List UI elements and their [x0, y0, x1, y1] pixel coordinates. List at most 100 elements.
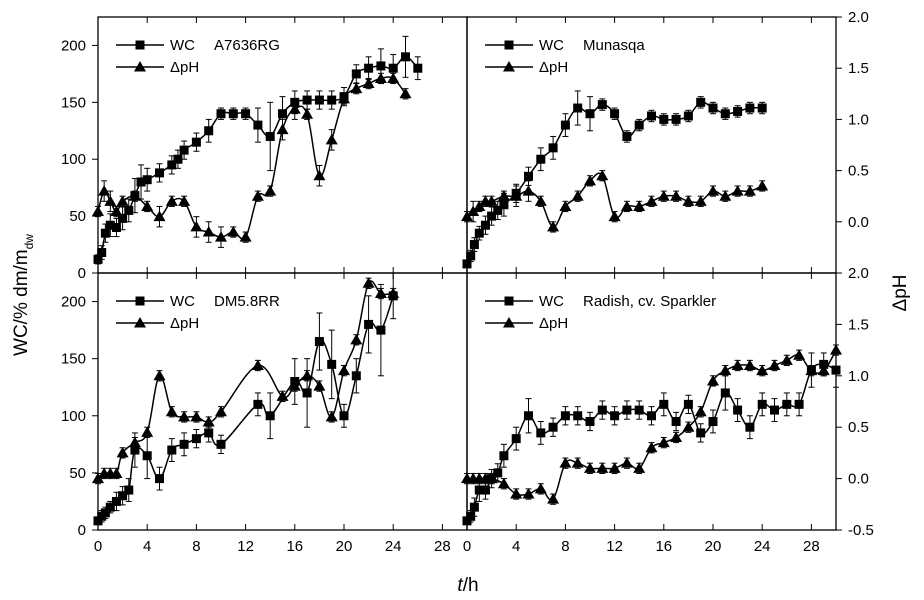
data-point-wc [118, 213, 128, 223]
data-point-dph [116, 446, 129, 458]
data-point-dph [92, 472, 104, 484]
ph-tick-label: 1.5 [848, 60, 869, 77]
series-line-wc [97, 295, 394, 522]
data-point-wc [93, 254, 103, 264]
x-axis-title-italic: t [457, 575, 463, 596]
data-point-dph [116, 195, 129, 206]
data-point-wc [155, 168, 164, 178]
data-point-dph [288, 103, 301, 114]
data-point-dph [350, 82, 363, 94]
data-point-wc [314, 337, 324, 347]
data-point-dph [657, 436, 670, 448]
data-point-dph [731, 185, 744, 196]
data-point-wc [278, 109, 287, 119]
ph-tick-label: -0.5 [848, 522, 874, 539]
data-point-wc [622, 405, 632, 415]
y-axis-right-title: ΔpH [890, 275, 911, 312]
x-tick-label: 20 [336, 538, 353, 555]
data-point-dph [817, 364, 830, 376]
data-point-dph [547, 220, 560, 232]
data-point-wc [167, 445, 177, 455]
data-point-wc [118, 491, 128, 501]
data-point-dph [276, 123, 289, 135]
data-point-wc [560, 120, 570, 130]
data-point-wc [560, 411, 570, 421]
data-point-wc [124, 485, 134, 495]
legend-label-wc: WC [170, 37, 195, 54]
data-point-wc [511, 434, 521, 444]
legend-marker-wc [504, 296, 514, 306]
data-point-wc [782, 399, 792, 409]
data-point-wc [364, 63, 374, 73]
ph-tick-label: 0.0 [848, 214, 869, 231]
legend-label-wc: WC [539, 293, 564, 310]
data-point-dph [313, 169, 326, 181]
data-point-wc [597, 405, 607, 415]
data-point-wc [401, 52, 410, 62]
data-point-dph [153, 369, 166, 381]
data-point-dph [467, 205, 480, 217]
series-line-dph [97, 280, 394, 480]
legend-label-dph: ΔpH [539, 315, 568, 332]
data-point-dph [325, 133, 338, 145]
data-point-wc [191, 137, 201, 147]
data-point-dph [620, 457, 633, 468]
data-point-wc [720, 109, 730, 119]
data-point-dph [165, 195, 178, 206]
data-point-dph [670, 431, 683, 442]
data-point-dph [215, 405, 227, 417]
data-point-dph [128, 436, 141, 448]
data-point-wc [388, 63, 398, 73]
x-tick-label: 24 [754, 538, 771, 555]
wc-tick-label: 50 [69, 465, 86, 482]
data-point-wc [733, 106, 743, 116]
data-point-dph [707, 185, 719, 196]
data-point-dph [645, 195, 658, 206]
data-point-dph [387, 72, 400, 83]
wc-tick-label: 150 [61, 94, 86, 111]
data-point-dph [497, 190, 510, 201]
x-tick-label: 28 [434, 538, 451, 555]
panel-a7636rg: 0 50 100 150 200 WC ΔpH A7636RG [61, 16, 468, 282]
data-point-dph [461, 210, 473, 222]
data-point-wc [265, 411, 275, 421]
data-point-wc [499, 200, 509, 210]
data-point-wc [634, 405, 644, 415]
x-tick-label: 8 [192, 538, 200, 555]
data-point-dph [633, 462, 646, 473]
legend-label-dph: ΔpH [539, 59, 568, 76]
data-point-dph [584, 174, 596, 186]
data-point-dph [559, 200, 572, 211]
x-tick-label: 4 [512, 538, 520, 555]
data-point-wc [480, 485, 490, 495]
data-point-wc [191, 434, 201, 444]
data-point-wc [493, 205, 503, 215]
data-point-wc [155, 474, 164, 484]
data-point-dph [657, 190, 670, 201]
panel-title: A7636RG [214, 37, 280, 54]
data-point-dph [325, 410, 338, 422]
x-tick-label: 0 [463, 538, 471, 555]
x-tick-label: 4 [143, 538, 151, 555]
data-point-wc [770, 405, 779, 415]
data-point-dph [596, 462, 609, 473]
legend-marker-wc [504, 40, 514, 50]
data-point-wc [696, 428, 706, 438]
data-point-wc [142, 175, 152, 185]
data-point-wc [757, 103, 767, 113]
data-point-wc [111, 496, 121, 506]
data-point-wc [204, 126, 214, 136]
data-point-wc [474, 485, 484, 495]
data-point-wc [469, 240, 479, 250]
data-point-wc [339, 411, 349, 421]
data-point-dph [362, 277, 375, 288]
x-tick-label: 24 [385, 538, 402, 555]
data-point-dph [793, 349, 806, 360]
data-point-wc [204, 428, 214, 438]
data-point-dph [338, 92, 350, 104]
data-point-dph [756, 364, 769, 376]
panel-title: Radish, cv. Sparkler [583, 293, 716, 310]
data-point-wc [413, 63, 423, 73]
data-point-wc [671, 114, 681, 124]
